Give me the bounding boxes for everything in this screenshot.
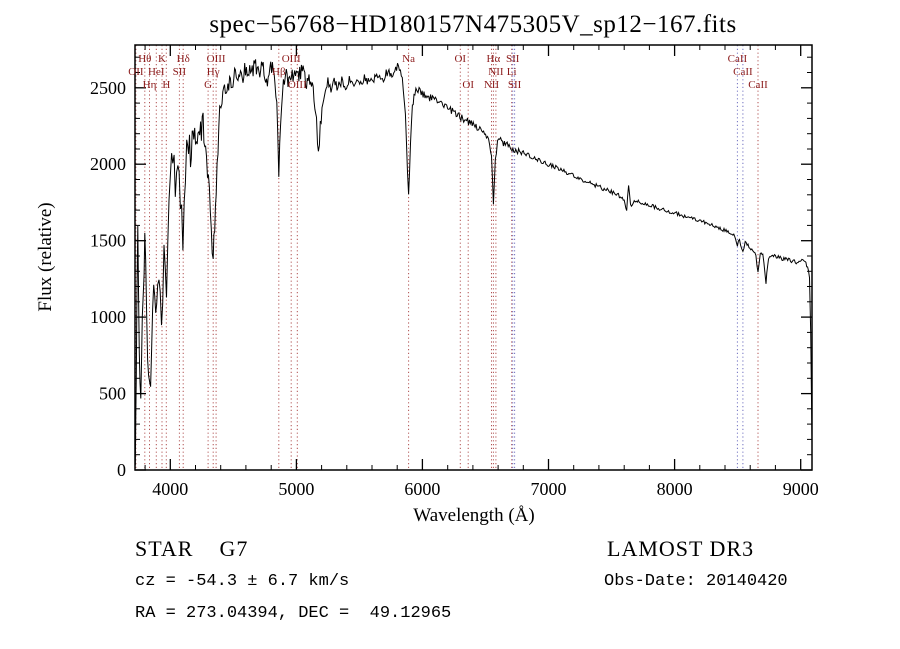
y-axis-label: Flux (relative) <box>35 202 56 312</box>
svg-text:SII: SII <box>508 79 522 91</box>
svg-text:Na: Na <box>402 53 415 65</box>
svg-text:1000: 1000 <box>90 307 126 327</box>
svg-text:500: 500 <box>99 384 126 404</box>
svg-text:9000: 9000 <box>783 479 819 499</box>
svg-text:OI: OI <box>462 79 474 91</box>
svg-text:CaII: CaII <box>748 79 768 91</box>
ra-dec-text: RA = 273.04394, DEC = 49.12965 <box>135 604 452 623</box>
svg-text:CaII: CaII <box>728 53 748 65</box>
svg-text:1500: 1500 <box>90 231 126 251</box>
svg-text:Hδ: Hδ <box>177 53 190 65</box>
object-class-label: STAR G7 <box>135 536 249 561</box>
svg-text:8000: 8000 <box>657 479 693 499</box>
svg-text:OIII: OIII <box>288 79 307 91</box>
plot-title: spec−56768−HD180157N475305V_sp12−167.fit… <box>209 11 737 38</box>
svg-text:Hγ: Hγ <box>207 66 220 78</box>
survey-release-label: LAMOST DR3 <box>607 536 755 561</box>
svg-text:0: 0 <box>117 460 126 480</box>
svg-text:Hα: Hα <box>487 53 501 65</box>
svg-text:G: G <box>204 79 212 91</box>
svg-text:HeI: HeI <box>148 66 165 78</box>
svg-text:CaII: CaII <box>733 66 753 78</box>
x-axis-label: Wavelength (Å) <box>413 505 535 526</box>
svg-text:5000: 5000 <box>278 479 314 499</box>
svg-text:SII: SII <box>173 66 187 78</box>
svg-text:Li: Li <box>507 66 517 78</box>
svg-text:Hη: Hη <box>143 79 157 91</box>
svg-text:SII: SII <box>506 53 520 65</box>
svg-text:K: K <box>158 53 166 65</box>
svg-text:NII: NII <box>484 79 500 91</box>
svg-text:2500: 2500 <box>90 78 126 98</box>
obs-date-text: Obs-Date: 20140420 <box>604 572 788 591</box>
svg-text:OII: OII <box>128 66 144 78</box>
radial-velocity-text: cz = -54.3 ± 6.7 km/s <box>135 572 350 591</box>
svg-text:2000: 2000 <box>90 154 126 174</box>
svg-text:H: H <box>162 79 170 91</box>
svg-text:Hθ: Hθ <box>138 53 151 65</box>
svg-text:Hβ: Hβ <box>272 66 286 78</box>
svg-text:4000: 4000 <box>152 479 188 499</box>
svg-text:NII: NII <box>488 66 504 78</box>
svg-text:7000: 7000 <box>531 479 567 499</box>
svg-text:OIII: OIII <box>207 53 226 65</box>
svg-text:6000: 6000 <box>404 479 440 499</box>
svg-text:OI: OI <box>454 53 466 65</box>
svg-text:OIII: OIII <box>282 53 301 65</box>
